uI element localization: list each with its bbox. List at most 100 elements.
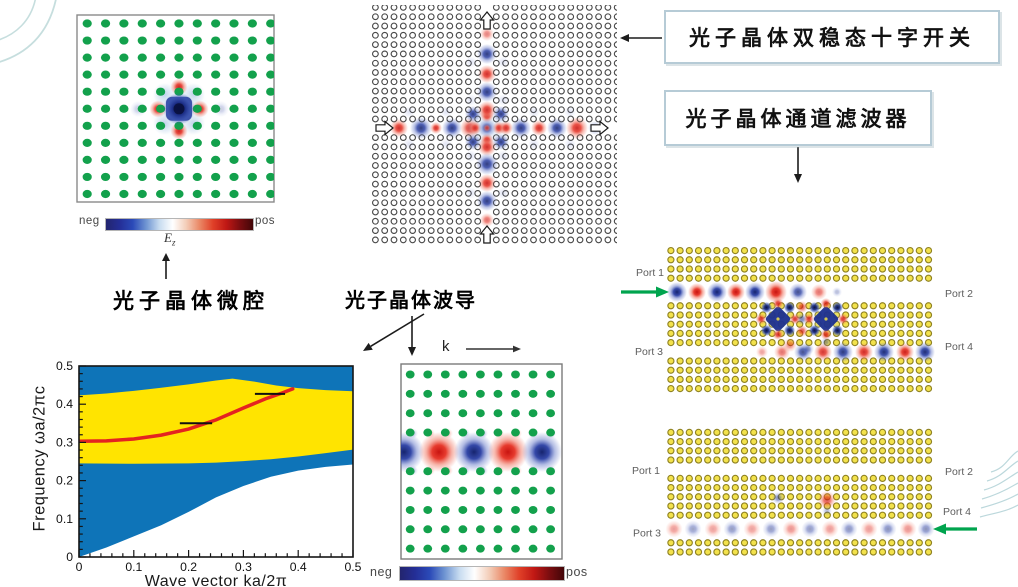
annotation-arrows <box>363 34 802 356</box>
field-blob <box>802 343 814 355</box>
field-blob <box>480 27 494 41</box>
y-tick-label: 0.4 <box>56 397 73 411</box>
ez-field-label: Ez <box>164 230 176 248</box>
field-blob <box>499 121 513 135</box>
field-blob <box>796 325 808 337</box>
k-vector-label: k <box>442 338 450 355</box>
field-blob <box>478 65 496 83</box>
field-blob <box>410 117 432 139</box>
field-blob <box>879 520 897 538</box>
colorbar-neg-label: neg <box>79 215 100 227</box>
field-blob <box>493 106 509 122</box>
colorbar-waveguide <box>399 566 565 581</box>
field-blob <box>822 506 832 516</box>
field-blob <box>821 337 831 347</box>
microcavity-label: 光子晶体微腔 <box>113 290 269 313</box>
chart-y-axis-title: Frequency ωa/2πc <box>30 385 49 532</box>
field-blob <box>483 124 491 132</box>
field-blob <box>465 134 481 150</box>
field-blob <box>789 283 807 301</box>
colorbar-microcavity <box>105 218 254 231</box>
field-blob <box>454 432 494 472</box>
field-blob <box>476 153 498 175</box>
field-blob <box>442 118 462 138</box>
colorbar-pos-label: pos <box>255 215 276 227</box>
field-blob <box>419 432 459 472</box>
microcavity-field <box>82 19 274 199</box>
field-blob <box>493 134 509 150</box>
field-blob <box>860 520 878 538</box>
field-blob <box>522 432 562 472</box>
field-blob <box>390 119 408 137</box>
field-blob <box>814 343 832 361</box>
cross-switch-field <box>390 27 602 238</box>
cross-switch-panel <box>372 5 617 244</box>
field-blob <box>917 520 935 538</box>
x-tick-label: 0.5 <box>345 560 362 574</box>
x-tick-label: 0 <box>76 560 83 574</box>
cross-switch-label: 光子晶体双稳态十字开关 <box>689 27 975 50</box>
field-blob <box>488 432 528 472</box>
field-blob <box>566 117 588 139</box>
port-label: Port 1 <box>632 465 660 477</box>
field-blob <box>832 287 842 297</box>
field-blob <box>688 283 706 301</box>
field-blob <box>765 281 787 303</box>
field-blob <box>478 101 496 119</box>
field-blob <box>480 213 494 227</box>
port-direction-arrow-icon <box>375 120 394 136</box>
field-blob <box>756 346 768 358</box>
field-blob <box>818 491 836 509</box>
field-blob <box>796 301 808 313</box>
port-label: Port 4 <box>943 506 971 518</box>
field-blob <box>478 174 496 192</box>
field-blob <box>478 138 496 156</box>
waveguide-field <box>401 370 562 553</box>
guided-mode-curve <box>79 387 295 444</box>
field-blob <box>801 520 819 538</box>
port-label: Port 4 <box>945 341 973 353</box>
x-tick-label: 0.3 <box>235 560 252 574</box>
colorbar-neg-label: neg <box>370 565 393 579</box>
port-direction-arrow-icon <box>479 11 495 30</box>
y-tick-label: 0.1 <box>56 512 73 526</box>
decorative-swirls <box>0 0 1018 518</box>
x-tick-label: 0.1 <box>125 560 142 574</box>
callout-box-channel-filter: 光子晶体通道滤波器 <box>664 90 932 146</box>
chart-x-axis-title: Wave vector ka/2π <box>144 573 288 587</box>
port-direction-arrow-icon <box>479 225 495 244</box>
x-tick-label: 0.4 <box>290 560 307 574</box>
field-blob <box>782 520 800 538</box>
y-tick-label: 0.3 <box>56 435 73 449</box>
field-blob <box>783 338 797 352</box>
field-blob <box>667 282 687 302</box>
waveguide-field-panel <box>400 345 563 560</box>
field-blob <box>477 191 497 211</box>
field-blob <box>477 82 497 102</box>
callout-box-cross-switch: 光子晶体双稳态十字开关 <box>664 10 1000 64</box>
port-label: Port 2 <box>945 288 973 300</box>
x-tick-label: 0.2 <box>180 560 197 574</box>
field-blob <box>727 283 745 301</box>
waveguide-label: 光子晶体波导 <box>345 290 477 312</box>
field-blob <box>547 118 567 138</box>
y-tick-label: 0 <box>66 550 73 564</box>
field-blob <box>665 520 683 538</box>
field-blob <box>811 284 827 300</box>
field-blob <box>704 520 722 538</box>
field-blob <box>915 342 935 362</box>
field-blob <box>430 122 442 134</box>
field-blob <box>772 492 784 504</box>
y-tick-label: 0.2 <box>56 474 73 488</box>
field-blob <box>899 520 917 538</box>
channel-filter-panel-top: Port 1 Port 2 Port 3 Port 4 <box>621 246 973 393</box>
colorbar-pos-label: pos <box>566 565 588 579</box>
field-blob <box>874 342 894 362</box>
field-blob <box>745 282 765 302</box>
field-blob <box>465 106 481 122</box>
y-tick-label: 0.5 <box>56 359 73 373</box>
port-label: Port 1 <box>636 267 664 279</box>
field-blob <box>833 342 853 362</box>
field-blob <box>468 121 482 135</box>
